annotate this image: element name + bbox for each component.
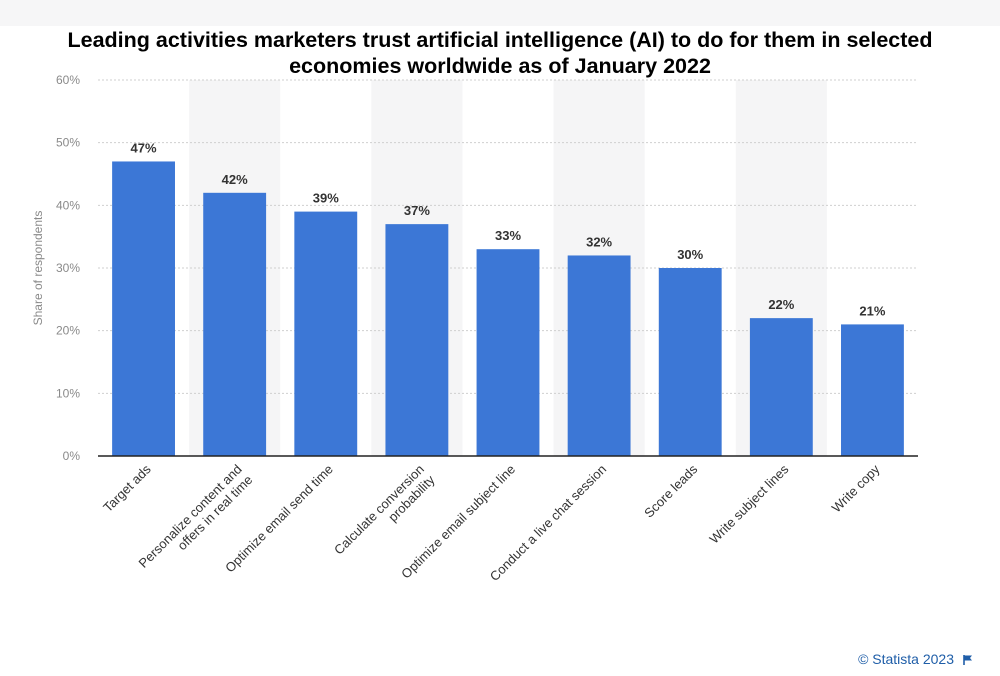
bar (203, 192, 267, 457)
data-label: 22% (768, 297, 794, 312)
x-tick-label-line: Target ads (100, 461, 154, 515)
bar (476, 249, 540, 456)
x-tick-label-line: Write subject lines (706, 461, 791, 546)
chart-title: Leading activities marketers trust artif… (67, 28, 933, 78)
bar (567, 255, 631, 456)
data-label: 39% (313, 191, 339, 206)
y-tick-label: 10% (56, 386, 80, 400)
credit-text[interactable]: © Statista 2023 (858, 651, 954, 667)
x-tick-label-line: Calculate conversion (331, 462, 427, 558)
statista-credit[interactable]: © Statista 2023 (858, 651, 974, 667)
x-tick-label-line: Personalize content and (136, 462, 245, 571)
data-label: 33% (495, 228, 521, 243)
bar (294, 211, 358, 456)
top-band (0, 0, 1000, 26)
data-label: 30% (677, 247, 703, 262)
x-tick-label: Write subject lines (706, 461, 791, 546)
y-tick-label: 0% (63, 449, 81, 463)
x-tick-label: Write copy (829, 461, 883, 515)
x-tick-label-line: Score leads (641, 461, 701, 521)
bar (749, 318, 813, 456)
data-label: 42% (222, 172, 248, 187)
y-tick-label: 20% (56, 324, 80, 338)
data-label: 21% (859, 303, 885, 318)
bar (841, 324, 904, 456)
y-axis-label: Share of respondents (31, 211, 45, 326)
y-tick-label: 30% (56, 261, 80, 275)
x-tick-label: Target ads (100, 461, 154, 515)
bar (112, 161, 175, 456)
bar (658, 268, 722, 456)
y-tick-label: 50% (56, 136, 80, 150)
bar (385, 224, 449, 456)
x-tick-label-line: Write copy (829, 461, 883, 515)
x-tick-label: Score leads (641, 461, 701, 521)
y-tick-label: 40% (56, 198, 80, 212)
flag-icon[interactable] (962, 653, 974, 665)
bars: 47% 42% 39% 37% 33% 32% 30% 22% 21% (112, 140, 904, 457)
y-tick-label: 60% (56, 73, 80, 87)
data-label: 32% (586, 234, 612, 249)
data-label: 37% (404, 203, 430, 218)
data-label: 47% (131, 140, 157, 155)
